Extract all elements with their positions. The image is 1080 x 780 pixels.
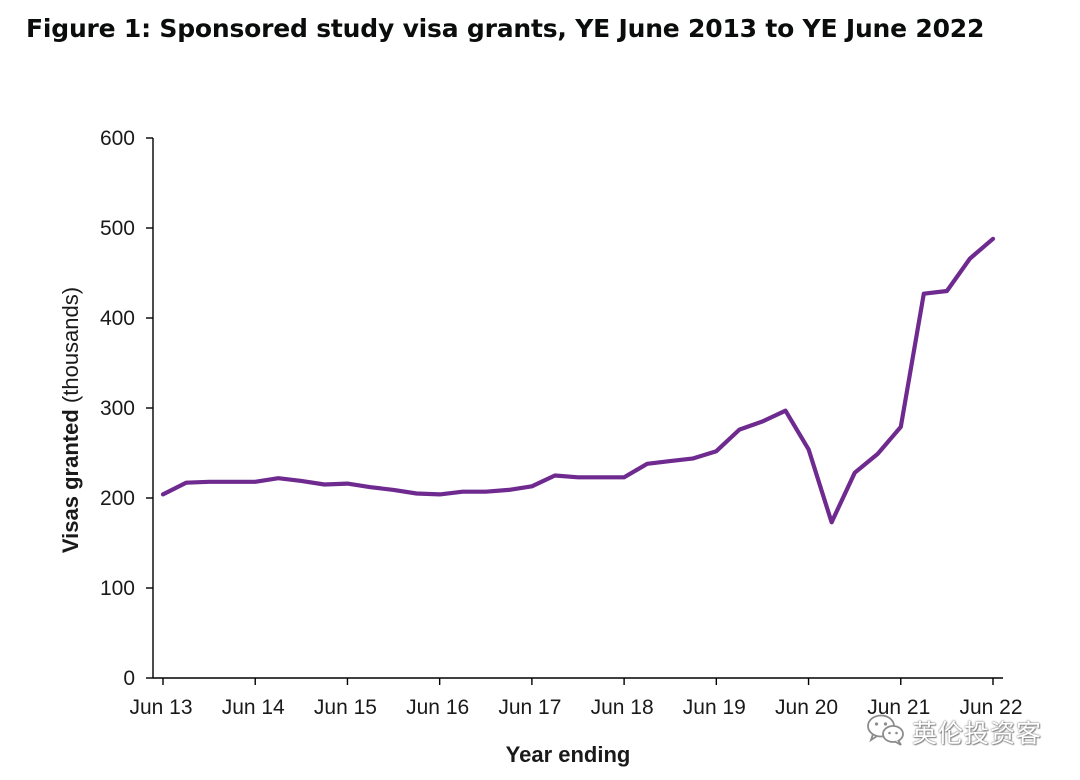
y-tick-label: 0: [123, 667, 135, 690]
watermark-text: 英伦投资客: [912, 719, 1043, 748]
x-tick-label: Jun 20: [775, 696, 838, 719]
x-tick-label: Jun 18: [591, 696, 654, 719]
y-tick-label: 500: [100, 217, 135, 240]
x-tick-label: Jun 13: [129, 696, 192, 719]
x-tick-label: Jun 14: [222, 696, 285, 719]
y-axis-ticks: 0 100 200 300 400 500 600: [100, 127, 153, 690]
y-axis-title: Visas granted (thousands): [58, 287, 83, 553]
y-tick-label: 300: [100, 397, 135, 420]
chart-series: [160, 236, 996, 525]
y-tick-label: 100: [100, 577, 135, 600]
y-tick-label: 200: [100, 487, 135, 510]
x-axis-ticks: Jun 13 Jun 14 Jun 15 Jun 16 Jun 17 Jun 18 Jun …: [129, 678, 1023, 719]
figure-title: Figure 1: Sponsored study visa grants, Y…: [26, 14, 985, 43]
series-line: [160, 236, 996, 525]
y-tick-label: 400: [100, 307, 135, 330]
y-tick-label: 600: [100, 127, 135, 150]
x-tick-label: Jun 19: [683, 696, 746, 719]
x-tick-label: Jun 16: [406, 696, 469, 719]
wechat-icon: [866, 713, 906, 751]
x-tick-label: Jun 17: [498, 696, 561, 719]
watermark: 英伦投资客: [866, 713, 1042, 751]
x-axis-title: Year ending: [506, 742, 631, 767]
y-axis-title-main: Visas granted: [58, 409, 83, 553]
x-tick-label: Jun 21: [867, 696, 930, 719]
chart-axes: [152, 138, 1003, 679]
x-tick-label: Jun 22: [959, 696, 1022, 719]
x-tick-label: Jun 15: [314, 696, 377, 719]
y-axis-title-unit: (thousands): [58, 287, 83, 409]
